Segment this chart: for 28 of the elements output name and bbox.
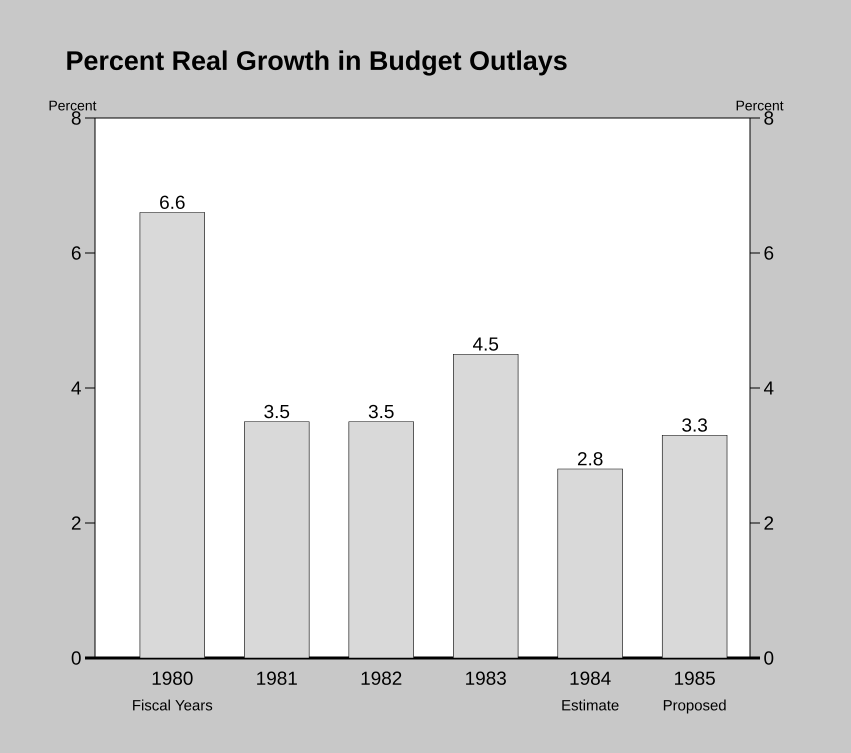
x-tick-label: 1980	[152, 672, 193, 685]
text: Estimate	[562, 700, 619, 710]
y2-tick-label: 6	[764, 246, 774, 260]
y2-tick-label: 4	[764, 381, 774, 395]
y2-tick-label: 0	[764, 651, 774, 665]
text: Proposed	[664, 700, 726, 714]
data-label: 3.5	[368, 404, 394, 418]
y-tick-label: 2	[72, 516, 81, 530]
y-axis-title: Percent	[50, 100, 96, 110]
x-tick-label: 1984	[570, 672, 611, 685]
y-tick-label: 8	[72, 111, 81, 125]
y-tick-label: 6	[72, 246, 81, 260]
x-tick-label: 1985	[675, 672, 715, 685]
y2-tick-label: 8	[764, 111, 774, 125]
data-label: 6.6	[160, 196, 185, 209]
data-label: 3.3	[682, 418, 707, 432]
y2-axis-title: Percent	[736, 100, 784, 110]
chart-title: Percent Real Growth in Budget Outlays	[67, 50, 567, 76]
y-tick-label: 4	[71, 381, 81, 395]
y2-tick-label: 2	[764, 516, 774, 530]
x-tick-label: 1981	[257, 672, 297, 685]
text: Fiscal Years	[133, 700, 212, 710]
x-tick-label: 1983	[466, 672, 506, 685]
x-tick-label: 1982	[362, 672, 402, 685]
data-label: 4.5	[472, 338, 498, 351]
y-tick-label: 0	[72, 651, 81, 665]
data-label: 2.8	[578, 452, 603, 466]
data-label: 3.5	[264, 404, 290, 418]
